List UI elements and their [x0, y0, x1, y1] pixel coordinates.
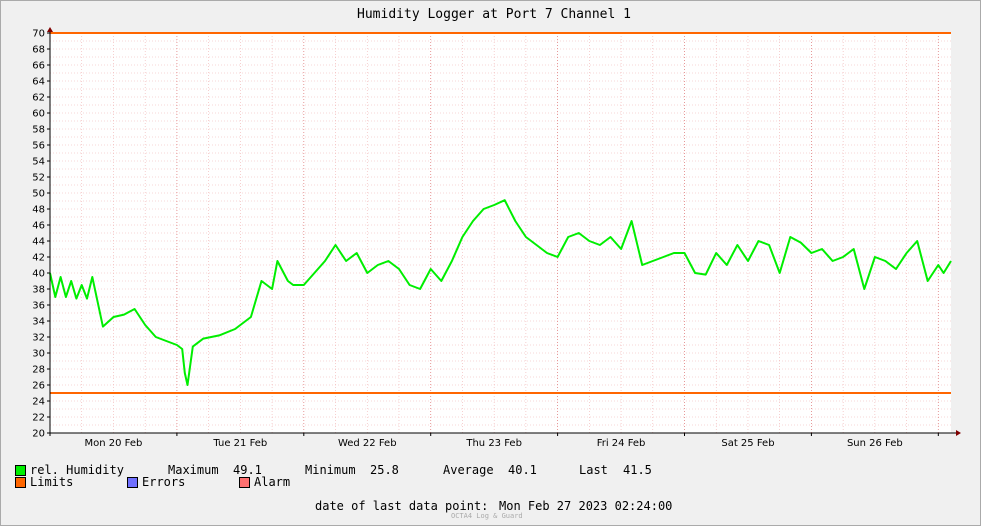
y-axis-ticks: 20 22 24 26 28 30 32 34 36 38 40 42 44 46 48 50 52 54 56 58…: [32, 29, 50, 440]
x-tick-label: Fri 24 Feb: [597, 438, 646, 449]
y-tick-label: 50: [32, 189, 45, 200]
x-tick-label: Tue 21 Feb: [212, 438, 267, 449]
y-tick-label: 66: [32, 61, 45, 72]
x-tick-label: Wed 22 Feb: [338, 438, 397, 449]
y-tick-label: 30: [32, 349, 45, 360]
x-tick-label: Sat 25 Feb: [721, 438, 774, 449]
series-group: [49, 199, 952, 386]
min-value: 25.8: [370, 463, 399, 477]
last-value: 41.5: [623, 463, 652, 477]
x-axis-arrow-icon: [956, 430, 961, 436]
x-tick-label: Mon 20 Feb: [85, 438, 143, 449]
last-label: Last: [579, 463, 608, 477]
min-label: Minimum: [305, 463, 356, 477]
y-tick-label: 34: [32, 317, 45, 328]
alarm-swatch: [239, 477, 250, 488]
max-label: Maximum: [168, 463, 219, 477]
y-tick-label: 54: [32, 157, 45, 168]
y-tick-label: 20: [32, 429, 45, 440]
errors-swatch: [127, 477, 138, 488]
y-tick-label: 58: [32, 125, 45, 136]
legend-humidity-label: rel. Humidity: [30, 463, 124, 477]
last-date-value: Mon Feb 27 2023 02:24:00: [499, 499, 673, 513]
avg-value: 40.1: [508, 463, 537, 477]
max-value: 49.1: [233, 463, 262, 477]
y-tick-label: 40: [32, 269, 45, 280]
last-date-label: date of last data point:: [315, 499, 489, 513]
x-tick-label: Sun 26 Feb: [847, 438, 903, 449]
y-tick-label: 22: [32, 413, 45, 424]
y-tick-label: 28: [32, 365, 45, 376]
limit-lines: [50, 32, 951, 394]
humidity-swatch: [15, 465, 26, 476]
credit-text: OCTA4 Log & Guard: [451, 512, 523, 520]
y-tick-label: 26: [32, 381, 45, 392]
y-tick-label: 52: [32, 173, 45, 184]
legend-errors-label: Errors: [142, 475, 186, 489]
y-tick-label: 64: [32, 77, 45, 88]
y-tick-label: 48: [32, 205, 45, 216]
y-tick-label: 24: [32, 397, 45, 408]
y-tick-label: 44: [32, 237, 45, 248]
y-tick-label: 56: [32, 141, 45, 152]
y-tick-label: 60: [32, 109, 45, 120]
y-tick-label: 36: [32, 301, 45, 312]
legend-alarm-label: Alarm: [254, 475, 291, 489]
chart-title: Humidity Logger at Port 7 Channel 1: [357, 7, 631, 22]
y-axis-arrow-icon: [47, 27, 53, 32]
y-tick-label: 38: [32, 285, 45, 296]
y-tick-label: 46: [32, 221, 45, 232]
y-tick-label: 42: [32, 253, 45, 264]
avg-label: Average: [443, 463, 494, 477]
y-tick-label: 68: [32, 45, 45, 56]
legend-limits-label: Limits: [30, 475, 74, 489]
x-tick-label: Thu 23 Feb: [465, 438, 522, 449]
grid-lines: [50, 33, 951, 433]
y-tick-label: 62: [32, 93, 45, 104]
humidity-series-line: [49, 199, 952, 386]
y-tick-label: 70: [32, 29, 45, 40]
y-tick-label: 32: [32, 333, 45, 344]
limits-swatch: [15, 477, 26, 488]
